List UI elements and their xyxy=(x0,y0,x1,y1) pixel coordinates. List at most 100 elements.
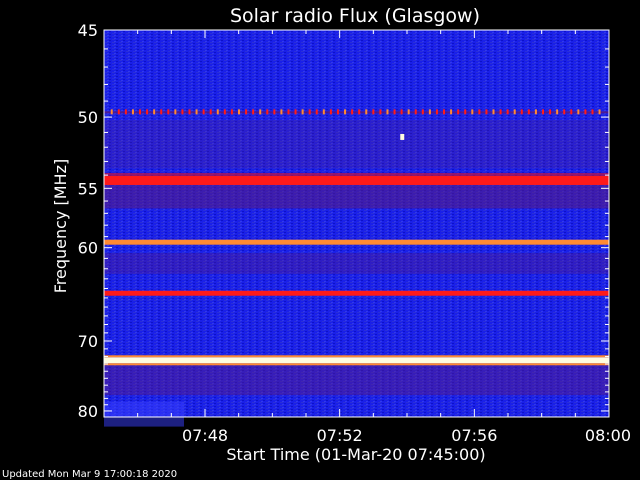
bright-region xyxy=(104,401,184,427)
spike xyxy=(110,109,113,115)
x-axis-label: Start Time (01-Mar-20 07:45:00) xyxy=(226,445,485,464)
spike xyxy=(379,109,382,115)
x-tick-label: 07:48 xyxy=(182,426,228,445)
spike xyxy=(195,109,198,115)
burst xyxy=(400,133,405,140)
spike xyxy=(570,109,573,115)
plot-background xyxy=(104,30,609,417)
spike xyxy=(315,109,318,115)
spike xyxy=(153,109,156,115)
spike xyxy=(259,109,262,115)
spike xyxy=(464,109,467,115)
dark-region xyxy=(104,183,609,209)
y-axis-label-bracket-open: [ xyxy=(51,199,70,205)
spike xyxy=(146,109,149,115)
spike xyxy=(478,109,481,115)
spike xyxy=(591,109,594,115)
spike xyxy=(139,109,142,115)
spike xyxy=(372,109,375,115)
spike xyxy=(506,109,509,115)
spike xyxy=(344,109,347,115)
y-tick-label: 50 xyxy=(78,108,98,127)
frequency-band-edge xyxy=(104,363,609,366)
spike xyxy=(577,109,580,115)
updated-timestamp: Updated Mon Mar 9 17:00:18 2020 xyxy=(2,469,177,480)
spike xyxy=(471,109,474,115)
dark-region xyxy=(104,363,609,396)
spike xyxy=(407,109,410,115)
spike xyxy=(542,109,545,115)
spike xyxy=(485,109,488,115)
spike xyxy=(549,109,552,115)
y-tick-label: 80 xyxy=(78,402,98,421)
spike xyxy=(188,109,191,115)
spike xyxy=(336,109,339,115)
spike xyxy=(124,109,127,115)
spike-baseline xyxy=(104,111,609,114)
spike xyxy=(117,109,120,115)
spike xyxy=(457,109,460,115)
y-axis: 45 50 55 60 70 80 xyxy=(78,21,609,421)
spike xyxy=(216,109,219,115)
spike xyxy=(351,109,354,115)
spike xyxy=(598,109,601,115)
spike xyxy=(266,109,269,115)
spike xyxy=(450,109,453,115)
frequency-band-edge xyxy=(104,172,609,176)
spike xyxy=(252,109,255,115)
dark-region xyxy=(104,120,609,169)
spike xyxy=(527,109,530,115)
frequency-band xyxy=(104,239,609,245)
spike xyxy=(301,109,304,115)
y-axis-label-bracket-close: ] xyxy=(51,159,70,165)
spike xyxy=(223,109,226,115)
spike xyxy=(428,109,431,115)
spike xyxy=(443,109,446,115)
spike xyxy=(280,109,283,115)
plot-frame xyxy=(103,29,610,418)
spike xyxy=(287,109,290,115)
x-tick-label: 07:56 xyxy=(451,426,497,445)
frequency-band xyxy=(104,357,609,364)
spike xyxy=(365,109,368,115)
spike xyxy=(273,109,276,115)
y-axis-label-unit: MHz xyxy=(51,165,70,199)
spike xyxy=(174,109,177,115)
frequency-band-edge xyxy=(104,355,609,358)
spike xyxy=(131,109,134,115)
spike xyxy=(520,109,523,115)
chart-title: Solar radio Flux (Glasgow) xyxy=(230,5,480,27)
x-axis: 07:48 07:52 07:56 08:00 xyxy=(103,30,631,445)
spike xyxy=(435,109,438,115)
spike xyxy=(322,109,325,115)
spike xyxy=(230,109,233,115)
spike xyxy=(400,109,403,115)
frequency-band xyxy=(104,175,609,185)
spike xyxy=(181,109,184,115)
spike xyxy=(160,109,163,115)
y-tick-label: 55 xyxy=(78,179,98,198)
y-tick-label: 70 xyxy=(78,332,98,351)
y-axis-label-prefix: Frequency xyxy=(51,205,70,293)
spike xyxy=(414,109,417,115)
spike xyxy=(209,109,212,115)
spike xyxy=(308,109,311,115)
spike xyxy=(584,109,587,115)
plot-area xyxy=(103,29,610,427)
spike xyxy=(513,109,516,115)
spike xyxy=(563,109,566,115)
spike xyxy=(393,109,396,115)
dark-region xyxy=(104,253,609,274)
y-axis-label: Frequency [MHz] xyxy=(51,159,70,293)
x-tick-label: 07:52 xyxy=(317,426,363,445)
y-tick-label: 45 xyxy=(78,21,98,40)
spike xyxy=(386,109,389,115)
spike xyxy=(329,109,332,115)
x-tick-label: 08:00 xyxy=(585,426,631,445)
spike xyxy=(492,109,495,115)
y-tick-label: 60 xyxy=(78,239,98,258)
spike xyxy=(534,109,537,115)
spike xyxy=(556,109,559,115)
spike xyxy=(202,109,205,115)
